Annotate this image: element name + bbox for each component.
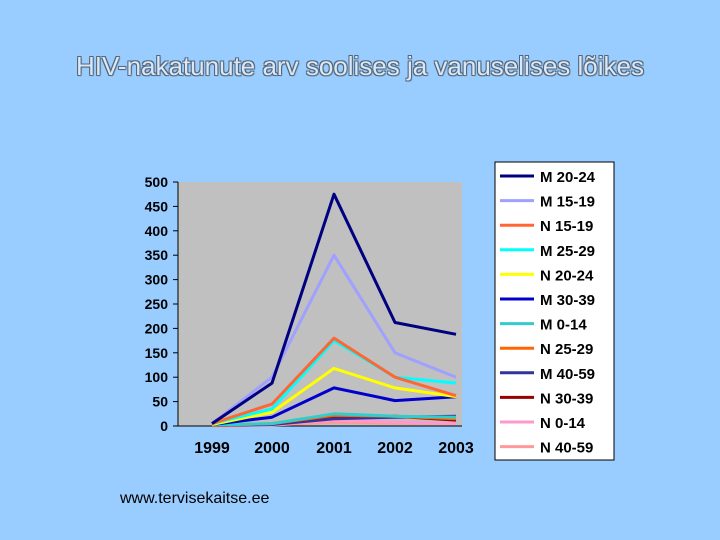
y-tick-label: 250 — [145, 296, 169, 312]
y-axis: 0 50 100 150 200 250 300 350 400 450 500 — [145, 174, 179, 434]
series-line — [211, 253, 457, 425]
legend-label: M 0-14 — [540, 317, 587, 334]
x-tick-label: 2001 — [316, 440, 352, 457]
y-tick-label: 300 — [145, 272, 169, 288]
y-tick-label: 450 — [145, 198, 169, 214]
x-tick-label: 2002 — [377, 440, 413, 457]
y-tick-label: 150 — [145, 345, 169, 361]
legend-label: N 40-59 — [540, 440, 593, 457]
legend-label: M 30-39 — [540, 292, 595, 309]
legend: M 20-24 M 15-19 N 15-19 M 25-29 N 20-24 M 30-… — [494, 161, 615, 461]
legend-label: M 15-19 — [540, 194, 595, 211]
legend-label: N 20-24 — [540, 267, 594, 284]
source-url: www.tervisekaitse.ee — [120, 490, 270, 507]
series-line — [211, 339, 457, 426]
legend-label: N 0-14 — [540, 415, 586, 432]
slide-title: HIV-nakatunute arv soolises ja vanuselis… — [76, 51, 644, 81]
y-tick-label: 0 — [160, 418, 168, 434]
y-tick-label: 100 — [145, 369, 169, 385]
series-line — [211, 366, 457, 426]
series-line — [211, 336, 457, 426]
legend-label: N 25-29 — [540, 341, 593, 358]
y-tick-label: 350 — [145, 247, 169, 263]
series-line — [211, 192, 457, 425]
legend-label: N 30-39 — [540, 390, 593, 407]
legend-label: M 40-59 — [540, 366, 595, 383]
series-line — [211, 412, 457, 427]
y-tick-label: 500 — [145, 174, 169, 190]
y-tick-label: 400 — [145, 223, 169, 239]
y-tick-label: 50 — [152, 394, 168, 410]
plot-area — [178, 182, 462, 426]
series-lines — [211, 192, 457, 428]
legend-label: M 20-24 — [540, 169, 596, 186]
x-axis: 1999 2000 2001 2002 2003 — [178, 425, 474, 457]
x-tick-label: 2000 — [254, 440, 290, 457]
x-tick-label: 1999 — [194, 440, 230, 457]
y-tick-label: 200 — [145, 320, 169, 336]
legend-label: N 15-19 — [540, 218, 593, 235]
x-tick-label: 2003 — [438, 440, 474, 457]
series-line — [211, 386, 457, 426]
legend-label: M 25-29 — [540, 243, 595, 260]
legend-box — [494, 161, 615, 461]
